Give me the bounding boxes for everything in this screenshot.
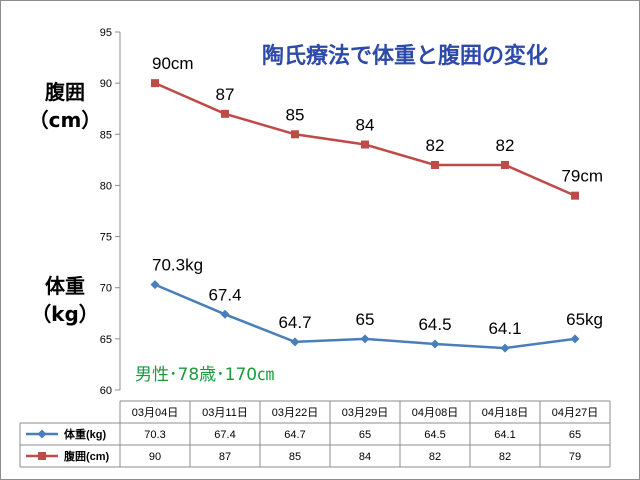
data-label: 64.1 (488, 319, 521, 338)
data-point (291, 130, 299, 139)
table-value: 84 (359, 451, 371, 463)
data-point (570, 334, 580, 344)
data-label: 87 (216, 85, 235, 104)
table-value: 64.7 (284, 429, 305, 441)
legend-label-1: 腹囲(cm) (64, 449, 110, 463)
category-label: 03月11日 (202, 407, 248, 419)
data-label: 64.5 (418, 315, 451, 334)
data-point (571, 191, 579, 200)
waist-axis-label-line1: 腹囲 (45, 80, 85, 104)
table-value: 65 (569, 429, 581, 441)
data-point (360, 334, 370, 344)
weight-axis-label-line2: （kg） (31, 302, 99, 326)
chart-title: 陶氏療法で体重と腹囲の変化 (262, 44, 549, 69)
y-tick-label: 60 (100, 385, 112, 397)
data-label: 79cm (561, 167, 603, 186)
data-point (150, 280, 160, 290)
data-label: 64.7 (278, 313, 311, 332)
category-label: 04月18日 (482, 407, 528, 419)
waist-axis-label: 腹囲 （cm） (20, 78, 110, 134)
legend-marker-0 (37, 429, 47, 439)
data-point (151, 79, 159, 88)
data-point (501, 160, 509, 169)
weight-axis-label-line1: 体重 (45, 274, 85, 298)
table-value: 90 (149, 451, 161, 463)
y-tick-label: 95 (100, 27, 112, 39)
patient-note: 男性･78歳･170㎝ (135, 365, 275, 385)
y-tick-label: 80 (100, 180, 112, 192)
table-value: 82 (429, 451, 441, 463)
y-tick-label: 70 (100, 283, 112, 295)
data-point (290, 337, 300, 347)
category-label: 03月29日 (342, 407, 388, 419)
table-value: 70.3 (144, 429, 165, 441)
data-label: 90cm (152, 54, 194, 73)
data-point (500, 343, 510, 353)
data-label: 65kg (566, 310, 603, 329)
category-label: 03月22日 (272, 407, 318, 419)
table-value: 79 (569, 451, 581, 463)
data-label: 67.4 (208, 285, 241, 304)
data-label: 65 (356, 310, 375, 329)
y-tick-label: 90 (100, 78, 112, 90)
y-tick-label: 85 (100, 129, 112, 141)
y-tick-label: 65 (100, 334, 112, 346)
table-value: 64.5 (424, 429, 445, 441)
waist-axis-label-line2: （cm） (28, 108, 102, 132)
category-label: 03月04日 (132, 407, 178, 419)
table-value: 67.4 (214, 429, 235, 441)
legend-marker-1 (38, 452, 46, 460)
table-value: 87 (219, 451, 231, 463)
category-label: 04月27日 (552, 407, 598, 419)
data-point (221, 109, 229, 118)
data-label: 82 (426, 136, 445, 155)
data-point (430, 339, 440, 349)
table-value: 85 (289, 451, 301, 463)
data-point (220, 309, 230, 319)
data-label: 82 (496, 136, 515, 155)
data-point (361, 140, 369, 149)
table-value: 65 (359, 429, 371, 441)
data-point (431, 160, 439, 169)
data-label: 84 (356, 116, 375, 135)
weight-axis-label: 体重 （kg） (20, 272, 110, 328)
category-label: 04月08日 (412, 407, 458, 419)
data-label: 85 (286, 105, 305, 124)
data-label: 70.3kg (152, 256, 203, 275)
legend-label-0: 体重(kg) (64, 427, 106, 441)
table-value: 64.1 (494, 429, 515, 441)
y-tick-label: 75 (100, 232, 112, 244)
table-value: 82 (499, 451, 511, 463)
